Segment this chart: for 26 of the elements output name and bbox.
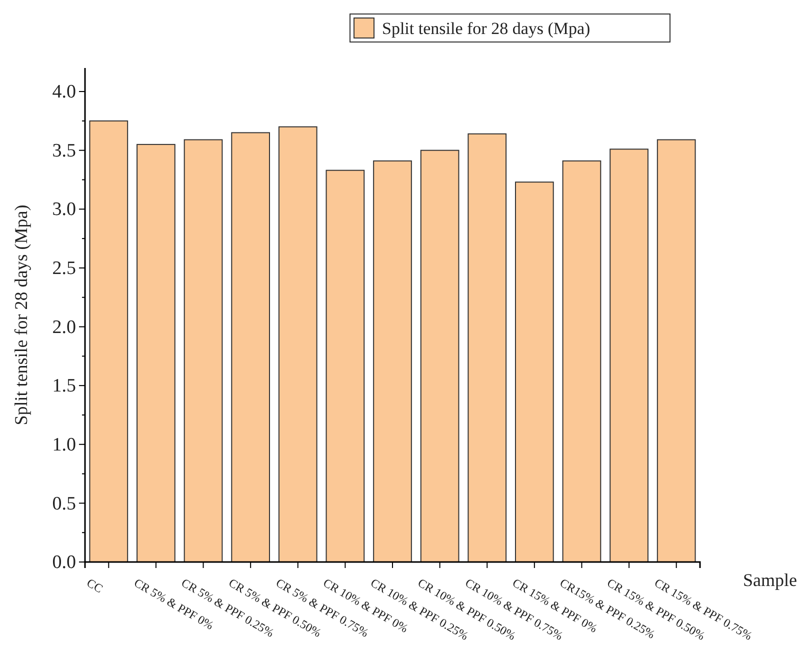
y-tick-label: 1.5	[52, 376, 76, 397]
bar	[136, 144, 176, 562]
y-tick-label: 2.0	[52, 316, 76, 338]
y-tick-label: 3.5	[52, 140, 76, 162]
bar	[468, 133, 507, 562]
bar	[278, 126, 318, 562]
x-axis-title: Sample	[743, 570, 797, 590]
y-tick-label: 1.0	[52, 434, 76, 456]
bar	[326, 170, 365, 562]
y-tick-label: 2.5	[52, 258, 76, 280]
bar	[515, 182, 554, 562]
bar	[231, 132, 270, 562]
bar	[373, 160, 412, 562]
y-tick-label: 0.5	[52, 493, 76, 514]
y-tick-label: 0.0	[52, 552, 76, 574]
y-tick-label: 4.0	[52, 82, 76, 103]
bar	[184, 139, 223, 562]
bar	[89, 120, 128, 562]
legend-label: Split tensile for 28 days (Mpa)	[382, 19, 590, 38]
y-axis-title: Split tensile for 28 days (Mpa)	[11, 204, 31, 426]
x-tick-label: CC	[84, 576, 106, 596]
bar	[610, 148, 648, 562]
y-tick-label: 3.0	[52, 199, 76, 220]
bar	[562, 160, 602, 562]
bar	[420, 150, 460, 562]
bar	[656, 139, 696, 562]
